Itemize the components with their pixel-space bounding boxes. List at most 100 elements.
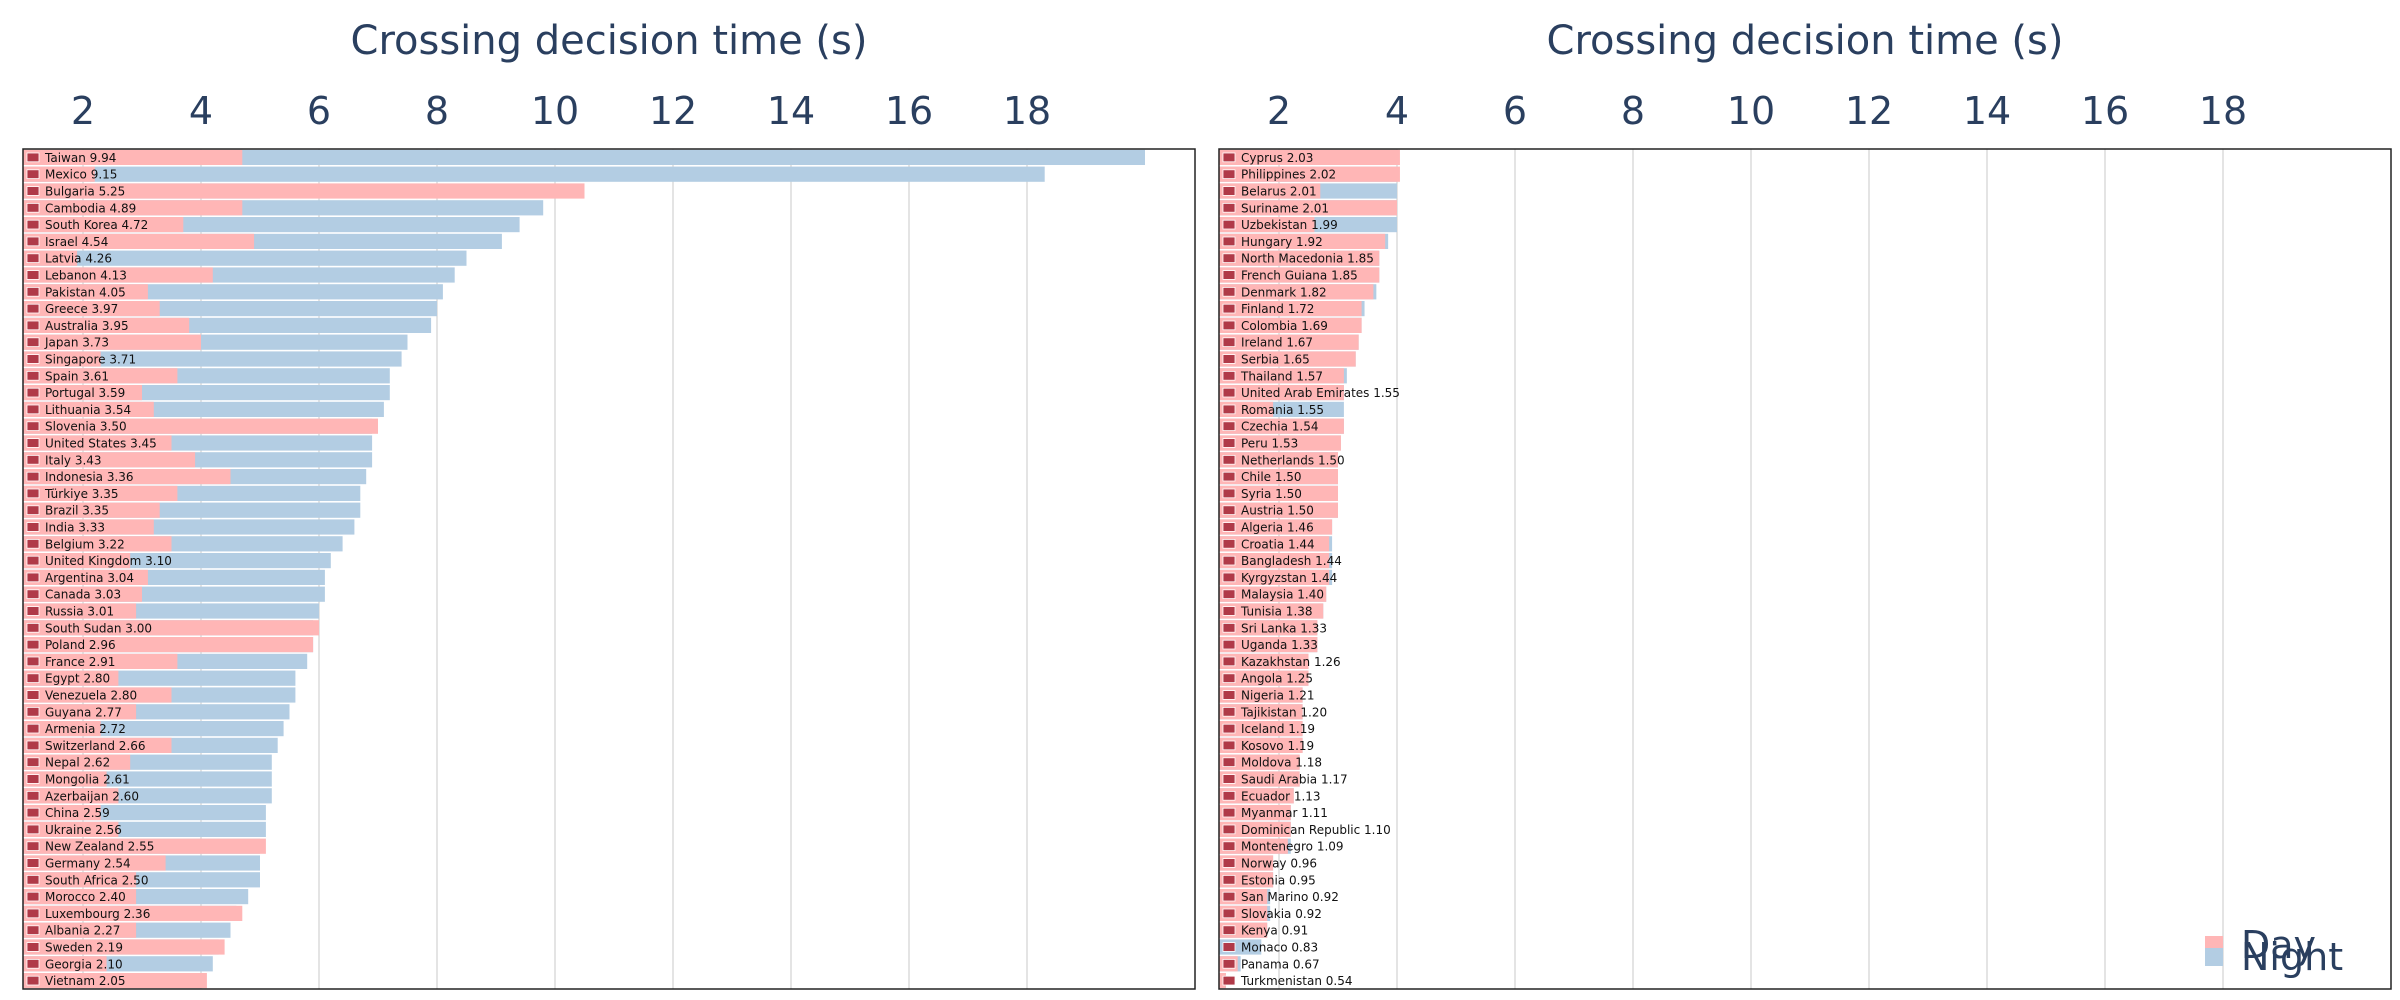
flag-icon	[26, 202, 40, 213]
day-bar	[1219, 385, 1344, 401]
bar-label: Belgium 3.22	[45, 537, 125, 551]
day-bar	[23, 149, 243, 165]
day-bar	[1219, 536, 1330, 552]
flag-icon	[26, 404, 40, 415]
x-tick-label: 12	[1845, 89, 1893, 133]
bar-label: Germany 2.54	[45, 857, 131, 871]
bar-label: Angola 1.25	[1241, 672, 1313, 686]
day-bar	[1219, 704, 1303, 720]
flag-icon	[1222, 320, 1236, 331]
night-bar	[23, 166, 1045, 182]
day-bar	[1219, 754, 1300, 770]
bar-label: China 2.59	[45, 806, 110, 820]
bar-label: Kenya 0.91	[1241, 924, 1308, 938]
day-bar	[23, 670, 119, 686]
flag-icon	[1222, 539, 1236, 549]
flag-icon	[26, 908, 40, 919]
day-bar	[23, 737, 172, 753]
flag-icon	[1222, 421, 1236, 431]
flag-icon	[26, 320, 40, 331]
bar-label: Suriname 2.01	[1241, 201, 1329, 215]
flag-icon	[1222, 438, 1236, 448]
bar-label: Monaco 0.83	[1241, 941, 1318, 955]
bar-label: Romania 1.55	[1241, 403, 1324, 417]
bar-label: Latvia 4.26	[45, 252, 112, 266]
bar-label: Taiwan 9.94	[44, 151, 116, 165]
bar-label: Singapore 3.71	[45, 353, 136, 367]
flag-icon	[26, 589, 40, 599]
bar-label: Morocco 2.40	[45, 890, 126, 904]
bar-label: South Korea 4.72	[45, 218, 148, 232]
flag-icon	[26, 236, 40, 247]
bar-label: Russia 3.01	[45, 605, 114, 619]
day-bar	[1219, 334, 1359, 350]
bar-label: Finland 1.72	[1241, 302, 1314, 316]
bar-label: Egypt 2.80	[45, 672, 110, 686]
bar-label: Ireland 1.67	[1241, 336, 1313, 350]
flag-icon	[26, 152, 40, 163]
flag-icon	[26, 505, 40, 515]
day-bar	[1219, 973, 1226, 989]
bar-label: Lebanon 4.13	[45, 269, 127, 283]
bar-label: Dominican Republic 1.10	[1241, 823, 1391, 837]
day-bar	[1219, 149, 1400, 165]
x-axis-title: Crossing decision time (s)	[1547, 18, 2064, 64]
flag-icon	[26, 740, 40, 751]
day-bar	[23, 956, 107, 972]
day-bar	[23, 821, 119, 837]
bar-label: Luxembourg 2.36	[45, 907, 150, 921]
bar-label: United Arab Emirates 1.55	[1241, 386, 1400, 400]
bar-label: India 3.33	[45, 521, 105, 535]
x-tick-label: 4	[1385, 89, 1409, 133]
x-tick-label: 6	[1503, 89, 1527, 133]
x-tick-label: 8	[1621, 89, 1645, 133]
day-bar	[1219, 301, 1362, 317]
flag-icon	[26, 824, 40, 835]
day-bar	[23, 569, 148, 585]
flag-icon	[26, 757, 40, 767]
flag-icon	[26, 723, 40, 734]
bar-label: Syria 1.50	[1241, 487, 1302, 501]
day-bar	[23, 418, 378, 434]
flag-icon	[26, 690, 40, 700]
bar-label: Panama 0.67	[1241, 957, 1320, 971]
flag-icon	[1222, 337, 1236, 347]
left-panel: Crossing decision time (s) 2 4 6 8 10 12 14 16 18…	[22, 18, 1196, 990]
flag-icon	[26, 169, 40, 180]
legend-label-night: Night	[2241, 935, 2343, 979]
legend-label-day: Day	[2241, 923, 2316, 967]
flag-icon	[1222, 875, 1236, 885]
bar-label: North Macedonia 1.85	[1241, 252, 1374, 266]
flag-icon	[1222, 454, 1236, 465]
bar-label: Australia 3.95	[45, 319, 129, 333]
flag-icon	[1222, 152, 1236, 163]
x-tick-label: 6	[307, 89, 331, 133]
day-bar	[23, 351, 101, 367]
bar-label: Ecuador 1.13	[1241, 789, 1321, 803]
bar-label: Nepal 2.62	[45, 756, 110, 770]
flag-icon	[26, 286, 40, 297]
x-tick-label: 18	[2199, 89, 2247, 133]
flag-icon	[1222, 286, 1236, 297]
x-tick-label: 4	[189, 89, 213, 133]
day-bar	[1219, 485, 1338, 501]
flag-icon	[1222, 975, 1236, 986]
flag-icon	[1222, 219, 1236, 230]
flag-icon	[26, 270, 40, 280]
flag-icon	[26, 858, 40, 868]
bar-label: Tajikistan 1.20	[1240, 705, 1327, 719]
day-bar	[23, 922, 137, 938]
day-bar	[1219, 805, 1291, 821]
day-bar	[23, 452, 196, 468]
flag-icon	[1222, 522, 1236, 532]
day-bar	[23, 368, 178, 384]
bar-label: New Zealand 2.55	[45, 840, 154, 854]
bar-label: Ukraine 2.56	[45, 823, 122, 837]
bar-label: Kyrgyzstan 1.44	[1241, 571, 1337, 585]
bar-label: Poland 2.96	[45, 638, 116, 652]
day-bar	[23, 334, 201, 350]
day-bar	[1219, 351, 1356, 367]
bar-label: Belarus 2.01	[1241, 185, 1317, 199]
day-bar	[23, 284, 148, 300]
flag-icon	[1222, 270, 1236, 280]
